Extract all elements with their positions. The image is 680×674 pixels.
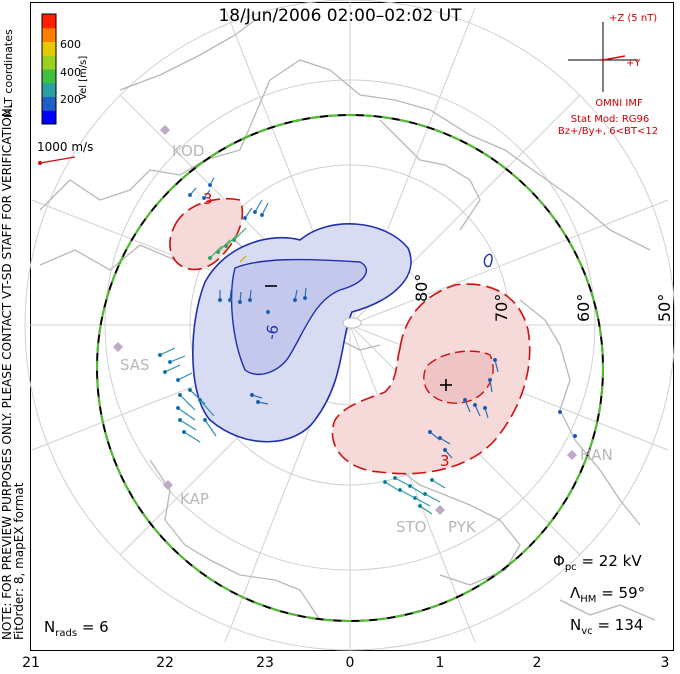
colorbar-tick-400: 400: [60, 66, 81, 79]
vector-count: Nvc = 134: [570, 616, 644, 637]
station-markers: [113, 125, 577, 515]
map-title: 18/Jun/2006 02:00–02:02 UT: [218, 6, 462, 26]
imf-source: OMNI IMF: [595, 98, 643, 109]
contour-label-max: 3: [440, 452, 450, 470]
latitude-label-60: 60°: [574, 293, 593, 322]
imf-clock-dial: [568, 22, 638, 92]
contour-label-min: -6: [262, 323, 283, 342]
mlt-tick-23: 23: [256, 655, 274, 671]
mlt-tick-1: 1: [435, 655, 445, 671]
latitude-label-80: 80°: [412, 273, 431, 302]
latitude-label-70: 70°: [492, 293, 511, 322]
colorbar-segment: [42, 41, 56, 56]
negative-inner-contour: [230, 258, 368, 375]
station-han: HAN: [580, 446, 613, 464]
colorbar-segment: [42, 110, 56, 125]
mlt-tick-0: 0: [345, 655, 355, 671]
mlt-tick-3: 3: [660, 655, 670, 671]
contour-label-upper: 3: [203, 190, 213, 208]
colorbar-tick-600: 600: [60, 38, 81, 51]
velocity-vectors: [157, 177, 578, 515]
fit-info: FitOrder: 8, mapEX format: [12, 482, 26, 640]
plot-frame: [30, 2, 674, 651]
mlt-tick-2: 2: [532, 655, 542, 671]
colorbar-tick-200: 200: [60, 93, 81, 106]
colorbar-segment: [42, 82, 56, 97]
colorbar-segment: [42, 55, 56, 70]
pole-marker: [342, 317, 362, 329]
station-kap: KAP: [180, 490, 209, 508]
stat-model: Stat Mod: RG96: [570, 114, 650, 125]
colorbar-segment: [42, 96, 56, 111]
hm-latitude: ΛHM = 59°: [570, 584, 646, 605]
velocity-colorbar: [41, 13, 57, 125]
mlt-tick-22: 22: [156, 655, 174, 671]
colorbar-segment: [42, 69, 56, 84]
colorbar-border: [41, 13, 57, 125]
maximum-marker: [440, 379, 452, 391]
coordinate-system-label: MLT coordinates: [2, 29, 15, 118]
vector-scale-arrow: [38, 156, 76, 165]
imf-condition: Bz+/By+, 6<BT<12: [557, 126, 659, 137]
station-pyk: PYK: [448, 518, 476, 536]
vector-scale-label: 1000 m/s: [37, 140, 94, 154]
hm-boundary-green: [96, 114, 604, 622]
colorbar-segment: [42, 27, 56, 42]
cross-polar-potential: Φpc = 22 kV: [553, 552, 642, 573]
latitude-label-50: 50°: [655, 293, 674, 322]
station-sto: STO: [396, 518, 427, 536]
imf-y-label: +Y: [626, 58, 641, 69]
radar-count: Nrads = 6: [44, 618, 109, 639]
station-kod: KOD: [172, 142, 205, 160]
colorbar-segment: [42, 14, 56, 29]
positive-upper-cell: [169, 198, 244, 271]
mlt-tick-21: 21: [22, 655, 40, 671]
positive-inner-contour: [423, 350, 494, 404]
station-sas: SAS: [120, 356, 150, 374]
imf-z-label: +Z (5 nT): [609, 13, 658, 24]
negative-small-contour: [483, 253, 493, 268]
